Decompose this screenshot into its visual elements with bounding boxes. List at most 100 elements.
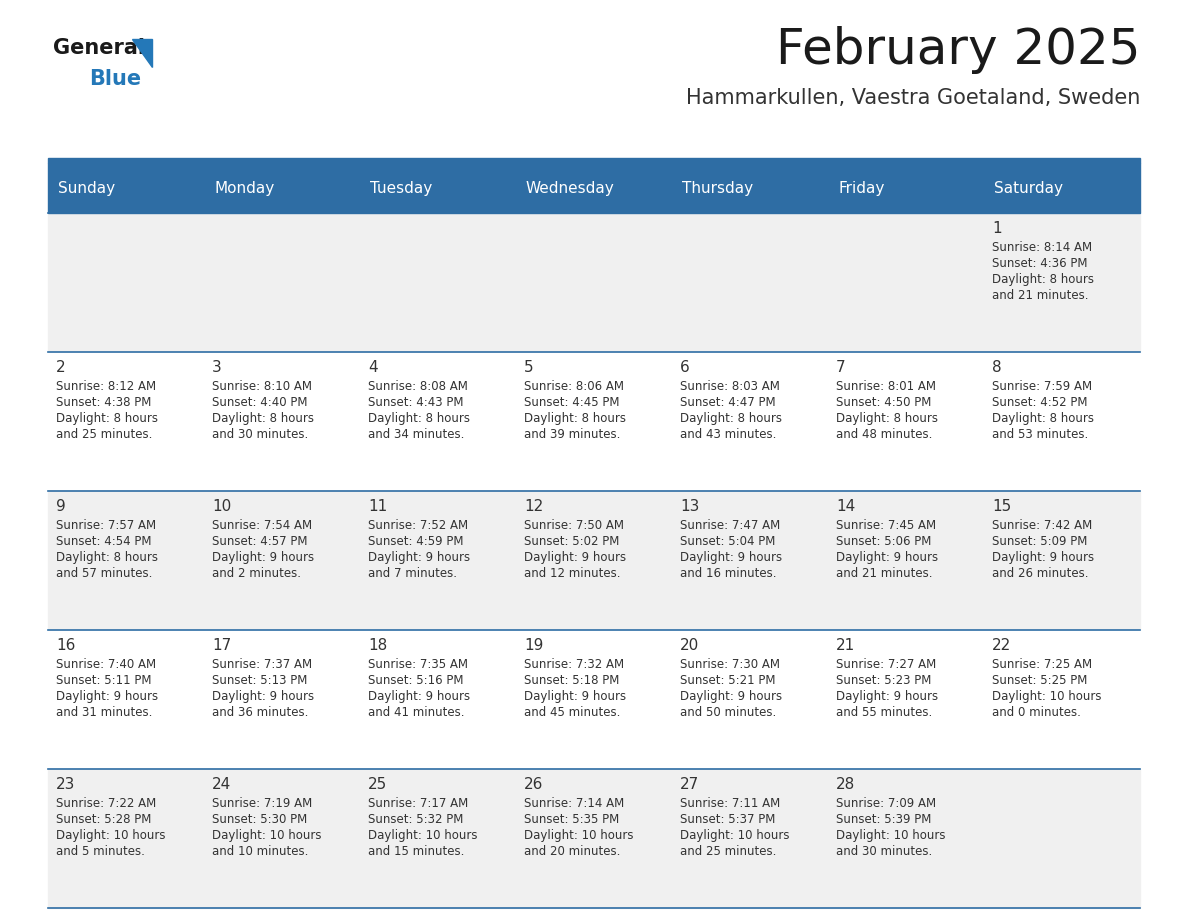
Text: Daylight: 8 hours: Daylight: 8 hours	[368, 412, 470, 425]
Text: 9: 9	[56, 499, 65, 514]
Text: 20: 20	[680, 638, 700, 653]
Text: Daylight: 9 hours: Daylight: 9 hours	[680, 551, 782, 564]
Text: and 7 minutes.: and 7 minutes.	[368, 567, 457, 580]
Text: Sunset: 5:28 PM: Sunset: 5:28 PM	[56, 812, 151, 825]
Text: Daylight: 9 hours: Daylight: 9 hours	[836, 551, 939, 564]
Text: and 21 minutes.: and 21 minutes.	[836, 567, 933, 580]
Text: Sunset: 4:36 PM: Sunset: 4:36 PM	[992, 257, 1087, 270]
Text: Sunset: 4:50 PM: Sunset: 4:50 PM	[836, 396, 931, 409]
Text: Daylight: 9 hours: Daylight: 9 hours	[211, 689, 314, 703]
Text: and 0 minutes.: and 0 minutes.	[992, 706, 1081, 719]
Bar	[48, 352, 1140, 491]
Text: Daylight: 9 hours: Daylight: 9 hours	[368, 689, 470, 703]
Text: Sunset: 5:37 PM: Sunset: 5:37 PM	[680, 812, 776, 825]
Text: 28: 28	[836, 777, 855, 792]
Text: Daylight: 8 hours: Daylight: 8 hours	[211, 412, 314, 425]
Text: 15: 15	[992, 499, 1011, 514]
Text: Sunrise: 7:37 AM: Sunrise: 7:37 AM	[211, 657, 312, 671]
Text: 2: 2	[56, 360, 65, 375]
Text: 12: 12	[524, 499, 543, 514]
Text: Sunrise: 7:17 AM: Sunrise: 7:17 AM	[368, 797, 468, 810]
Text: and 20 minutes.: and 20 minutes.	[524, 845, 620, 858]
Text: Sunrise: 7:52 AM: Sunrise: 7:52 AM	[368, 519, 468, 532]
Text: Sunrise: 7:32 AM: Sunrise: 7:32 AM	[524, 657, 624, 671]
Text: Sunset: 5:25 PM: Sunset: 5:25 PM	[992, 674, 1087, 687]
Polygon shape	[132, 39, 152, 67]
Text: 5: 5	[524, 360, 533, 375]
Text: 19: 19	[524, 638, 543, 653]
Text: Daylight: 9 hours: Daylight: 9 hours	[211, 551, 314, 564]
Text: Daylight: 9 hours: Daylight: 9 hours	[524, 551, 626, 564]
Text: 14: 14	[836, 499, 855, 514]
Text: General: General	[53, 38, 145, 58]
Text: and 53 minutes.: and 53 minutes.	[992, 428, 1088, 441]
Text: 18: 18	[368, 638, 387, 653]
Bar	[48, 630, 1140, 769]
Text: and 2 minutes.: and 2 minutes.	[211, 567, 301, 580]
Text: Sunrise: 7:27 AM: Sunrise: 7:27 AM	[836, 657, 936, 671]
Text: and 45 minutes.: and 45 minutes.	[524, 706, 620, 719]
Text: Sunset: 4:54 PM: Sunset: 4:54 PM	[56, 534, 152, 548]
Text: Sunset: 4:57 PM: Sunset: 4:57 PM	[211, 534, 308, 548]
Text: Sunrise: 7:59 AM: Sunrise: 7:59 AM	[992, 380, 1092, 393]
Bar	[48, 491, 1140, 630]
Text: Daylight: 8 hours: Daylight: 8 hours	[992, 412, 1094, 425]
Text: 17: 17	[211, 638, 232, 653]
Text: Sunrise: 8:03 AM: Sunrise: 8:03 AM	[680, 380, 779, 393]
Text: Sunset: 4:43 PM: Sunset: 4:43 PM	[368, 396, 463, 409]
Text: Daylight: 9 hours: Daylight: 9 hours	[992, 551, 1094, 564]
Text: and 50 minutes.: and 50 minutes.	[680, 706, 776, 719]
Text: 6: 6	[680, 360, 690, 375]
Text: Sunset: 5:13 PM: Sunset: 5:13 PM	[211, 674, 308, 687]
Text: Sunset: 5:39 PM: Sunset: 5:39 PM	[836, 812, 931, 825]
Text: Sunrise: 8:12 AM: Sunrise: 8:12 AM	[56, 380, 156, 393]
Text: Sunrise: 7:47 AM: Sunrise: 7:47 AM	[680, 519, 781, 532]
Text: Wednesday: Wednesday	[526, 181, 614, 196]
Text: Sunrise: 7:54 AM: Sunrise: 7:54 AM	[211, 519, 312, 532]
Text: Sunrise: 7:19 AM: Sunrise: 7:19 AM	[211, 797, 312, 810]
Text: Daylight: 10 hours: Daylight: 10 hours	[56, 829, 165, 842]
Bar	[48, 158, 1140, 163]
Text: 21: 21	[836, 638, 855, 653]
Text: and 16 minutes.: and 16 minutes.	[680, 567, 777, 580]
Text: and 25 minutes.: and 25 minutes.	[56, 428, 152, 441]
Text: Thursday: Thursday	[682, 181, 753, 196]
Text: 1: 1	[992, 221, 1001, 236]
Text: 26: 26	[524, 777, 543, 792]
Text: Tuesday: Tuesday	[369, 181, 432, 196]
Text: Sunrise: 8:06 AM: Sunrise: 8:06 AM	[524, 380, 624, 393]
Text: Sunset: 5:09 PM: Sunset: 5:09 PM	[992, 534, 1087, 548]
Text: February 2025: February 2025	[776, 26, 1140, 74]
Text: Saturday: Saturday	[994, 181, 1063, 196]
Text: 23: 23	[56, 777, 75, 792]
Text: Daylight: 10 hours: Daylight: 10 hours	[211, 829, 322, 842]
Text: and 30 minutes.: and 30 minutes.	[836, 845, 933, 858]
Text: Sunset: 5:02 PM: Sunset: 5:02 PM	[524, 534, 619, 548]
Text: Sunset: 5:30 PM: Sunset: 5:30 PM	[211, 812, 308, 825]
Text: Sunset: 4:52 PM: Sunset: 4:52 PM	[992, 396, 1087, 409]
Bar	[48, 213, 1140, 352]
Text: Daylight: 8 hours: Daylight: 8 hours	[56, 551, 158, 564]
Text: Daylight: 10 hours: Daylight: 10 hours	[524, 829, 633, 842]
Text: Sunrise: 8:10 AM: Sunrise: 8:10 AM	[211, 380, 312, 393]
Text: and 5 minutes.: and 5 minutes.	[56, 845, 145, 858]
Text: 3: 3	[211, 360, 222, 375]
Text: Blue: Blue	[89, 69, 141, 89]
Text: 4: 4	[368, 360, 378, 375]
Text: Daylight: 10 hours: Daylight: 10 hours	[680, 829, 790, 842]
Text: and 30 minutes.: and 30 minutes.	[211, 428, 308, 441]
Text: Sunset: 4:45 PM: Sunset: 4:45 PM	[524, 396, 619, 409]
Bar	[48, 769, 1140, 908]
Text: Sunrise: 7:22 AM: Sunrise: 7:22 AM	[56, 797, 157, 810]
Text: Sunset: 5:35 PM: Sunset: 5:35 PM	[524, 812, 619, 825]
Text: and 25 minutes.: and 25 minutes.	[680, 845, 777, 858]
Text: and 36 minutes.: and 36 minutes.	[211, 706, 309, 719]
Text: Daylight: 9 hours: Daylight: 9 hours	[56, 689, 158, 703]
Text: Daylight: 8 hours: Daylight: 8 hours	[524, 412, 626, 425]
Text: Sunset: 5:18 PM: Sunset: 5:18 PM	[524, 674, 619, 687]
Text: Daylight: 8 hours: Daylight: 8 hours	[680, 412, 782, 425]
Text: 27: 27	[680, 777, 700, 792]
Text: Sunrise: 7:42 AM: Sunrise: 7:42 AM	[992, 519, 1092, 532]
Text: and 57 minutes.: and 57 minutes.	[56, 567, 152, 580]
Text: 8: 8	[992, 360, 1001, 375]
